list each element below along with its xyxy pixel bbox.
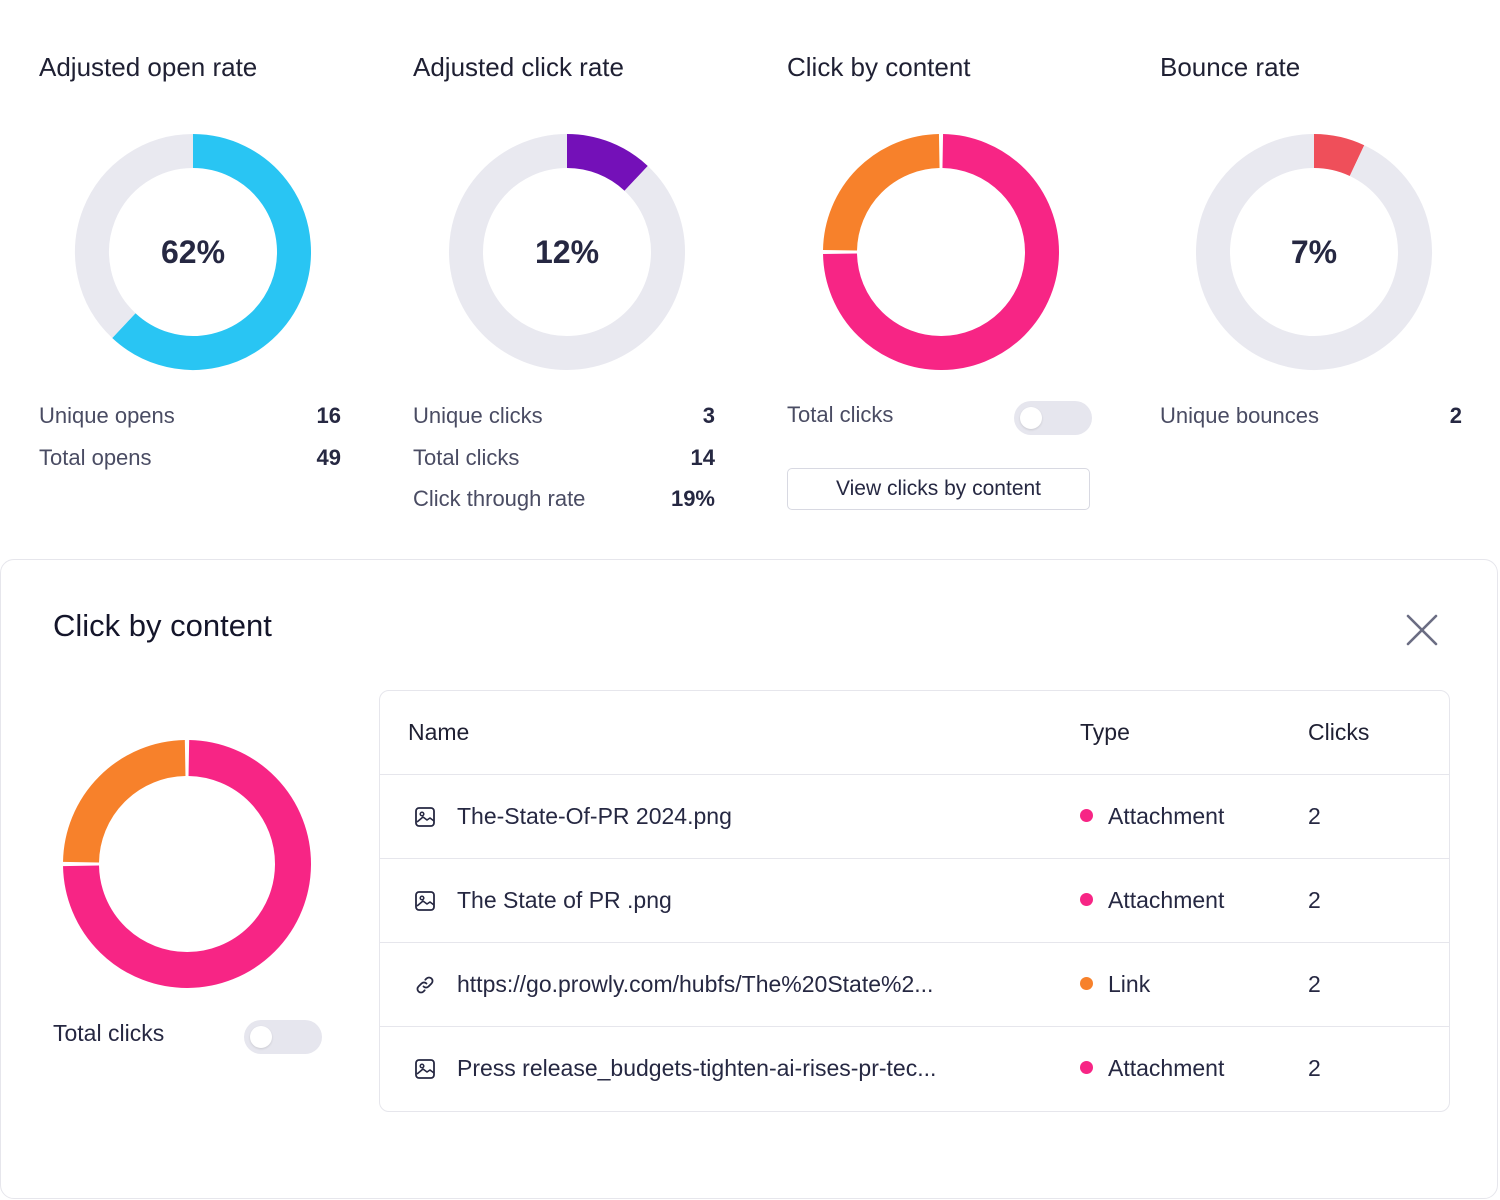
toggle-knob: [1020, 407, 1042, 429]
column-header-type[interactable]: Type: [1080, 719, 1130, 745]
row-clicks: 2: [1308, 887, 1321, 913]
stat-value: 3: [702, 403, 715, 428]
row-clicks: 2: [1308, 1055, 1321, 1081]
column-header-name[interactable]: Name: [408, 719, 470, 745]
row-type: Attachment: [1080, 887, 1224, 914]
metric-title: Bounce rate: [1160, 52, 1301, 82]
stat-label: Unique opens: [39, 403, 175, 428]
slice-attachment: [63, 740, 311, 988]
open-rate-chart: [75, 134, 311, 370]
type-dot: [1080, 977, 1093, 990]
table-row[interactable]: The-State-Of-PR 2024.png Attachment 2: [380, 775, 1449, 859]
close-button[interactable]: [1404, 612, 1440, 648]
table-header: Name Type Clicks: [380, 691, 1449, 775]
close-icon: [1406, 614, 1438, 646]
stat-row: Total clicks 14: [413, 441, 715, 475]
row-clicks: 2: [1308, 803, 1321, 829]
stat-label: Unique bounces: [1160, 403, 1320, 428]
stat-row: Unique bounces 2: [1160, 399, 1462, 433]
toggle-knob: [250, 1026, 272, 1048]
stat-label: Click through rate: [413, 486, 586, 511]
slice-value: [112, 134, 311, 370]
content-clicks-table: Name Type Clicks The-State-Of-PR 2024.pn…: [379, 690, 1450, 1112]
type-label: Attachment: [1108, 803, 1225, 829]
row-name: The-State-Of-PR 2024.png: [457, 803, 732, 829]
click-by-content-panel: Click by content Total clicks Name Type …: [0, 559, 1498, 1199]
total-clicks-toggle-label: Total clicks: [53, 1020, 165, 1046]
slice-value: [566, 134, 648, 192]
stat-value: 14: [690, 445, 715, 470]
type-dot: [1080, 1061, 1093, 1074]
stat-row: Unique clicks 3: [413, 399, 715, 433]
stat-value: 2: [1449, 403, 1462, 428]
row-type: Link: [1080, 971, 1150, 998]
click-by-content-donut: [821, 132, 1061, 372]
stat-label: Total clicks: [413, 445, 520, 470]
open-rate-donut: 62%: [73, 132, 313, 372]
table-row[interactable]: The State of PR .png Attachment 2: [380, 859, 1449, 943]
bounce-rate-value: 7%: [1290, 233, 1338, 270]
type-label: Link: [1108, 971, 1151, 997]
click-rate-chart: [449, 134, 685, 370]
panel-click-chart: [63, 740, 311, 988]
metric-title: Adjusted click rate: [413, 52, 624, 82]
stat-row: Total opens 49: [39, 441, 341, 475]
type-label: Attachment: [1108, 1055, 1225, 1081]
stat-label: Total opens: [39, 445, 152, 470]
metric-open-rate: Adjusted open rate 62% Unique opens 16 T…: [39, 0, 359, 540]
row-type: Attachment: [1080, 1055, 1224, 1082]
panel-click-donut: [61, 738, 313, 990]
row-type: Attachment: [1080, 803, 1224, 830]
image-icon: [415, 807, 435, 827]
slice-attachment: [823, 134, 1059, 370]
column-header-clicks[interactable]: Clicks: [1308, 719, 1370, 745]
stat-value: 49: [316, 445, 341, 470]
slice-remainder: [449, 134, 685, 370]
bounce-rate-donut: 7%: [1194, 132, 1434, 372]
row-clicks: 2: [1308, 971, 1321, 997]
row-name: Press release_budgets-tighten-ai-rises-p…: [457, 1055, 937, 1081]
panel-title: Click by content: [53, 608, 272, 643]
slice-remainder: [1196, 134, 1432, 370]
row-name: The State of PR .png: [457, 887, 672, 913]
total-clicks-toggle-label: Total clicks: [787, 402, 894, 427]
slice-link: [823, 134, 941, 252]
table-row[interactable]: https://go.prowly.com/hubfs/The%20State%…: [380, 943, 1449, 1027]
row-name: https://go.prowly.com/hubfs/The%20State%…: [457, 971, 934, 997]
metric-title: Click by content: [787, 52, 971, 82]
metric-title: Adjusted open rate: [39, 52, 258, 82]
type-dot: [1080, 809, 1093, 822]
stat-row: Unique opens 16: [39, 399, 341, 433]
stat-label: Unique clicks: [413, 403, 543, 428]
link-icon: [416, 976, 434, 994]
click-rate-value: 12%: [534, 233, 600, 270]
open-rate-value: 62%: [160, 233, 226, 270]
image-icon: [415, 891, 435, 911]
total-clicks-toggle[interactable]: [1014, 401, 1092, 435]
slice-remainder: [75, 134, 194, 339]
view-clicks-by-content-button[interactable]: View clicks by content: [787, 468, 1090, 510]
panel-total-clicks-toggle[interactable]: [244, 1020, 322, 1054]
stat-row: Click through rate 19%: [413, 482, 715, 516]
slice-link: [63, 740, 187, 864]
stat-value: 16: [316, 403, 341, 428]
click-rate-donut: 12%: [447, 132, 687, 372]
metric-click-by-content: Click by content Total clicks View click…: [787, 0, 1107, 540]
image-icon: [415, 1059, 435, 1079]
stat-value: 19%: [670, 486, 715, 511]
type-label: Attachment: [1108, 887, 1225, 913]
slice-value: [1313, 134, 1365, 177]
type-dot: [1080, 893, 1093, 906]
bounce-rate-chart: [1196, 134, 1432, 370]
metric-bounce-rate: Bounce rate 7% Unique bounces 2: [1160, 0, 1480, 540]
metric-click-rate: Adjusted click rate 12% Unique clicks 3 …: [413, 0, 733, 540]
table-row[interactable]: Press release_budgets-tighten-ai-rises-p…: [380, 1027, 1449, 1111]
click-by-content-chart: [823, 134, 1059, 370]
